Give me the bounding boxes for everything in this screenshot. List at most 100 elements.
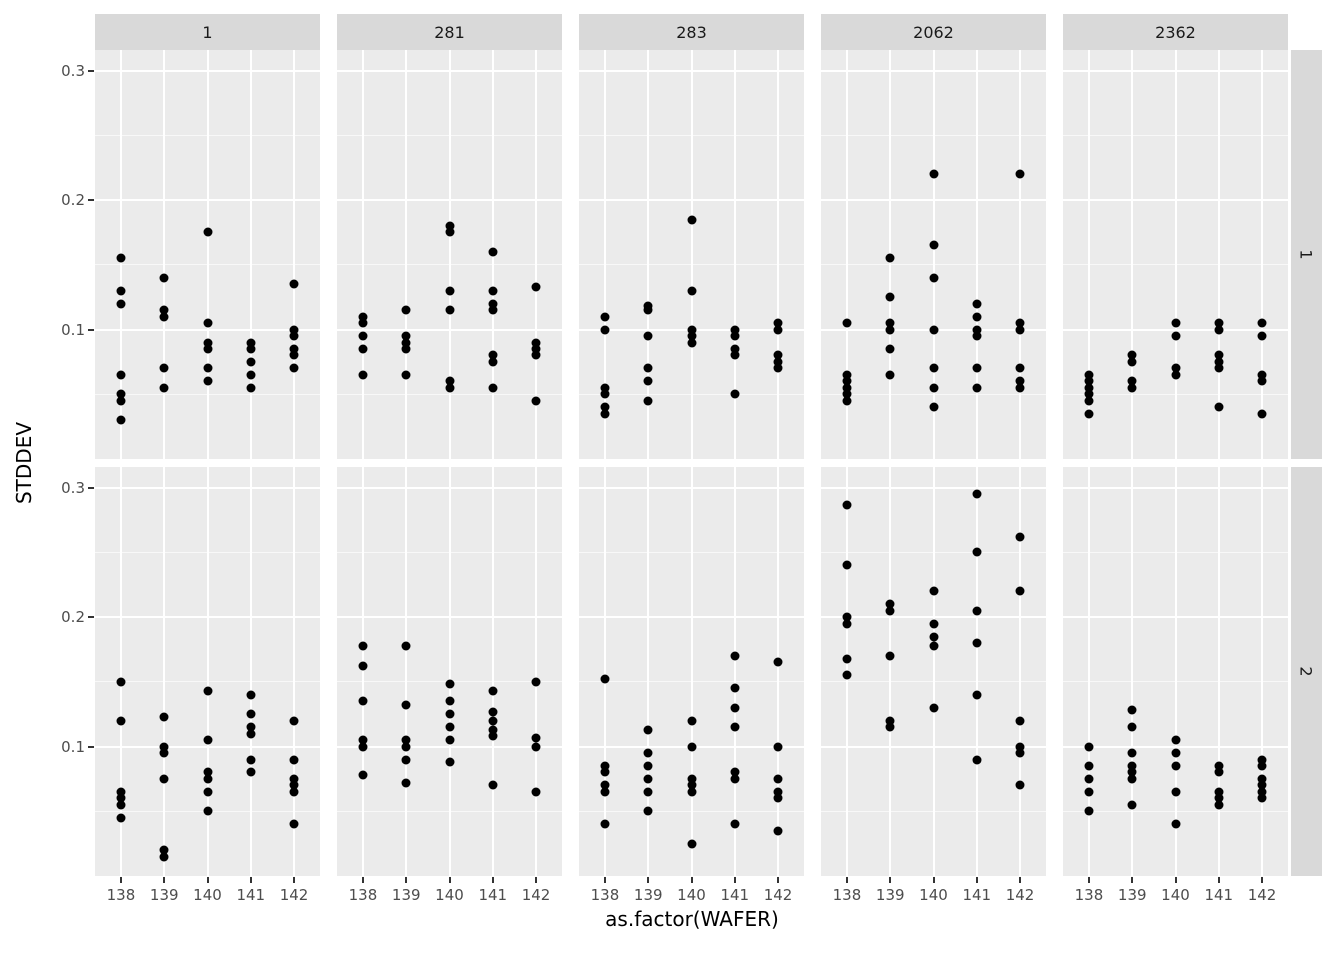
data-point [1015,586,1025,596]
data-point [159,273,169,283]
x-tick-mark [845,877,848,883]
gridline-major-x [1087,467,1090,876]
data-point [488,350,498,360]
data-point [972,299,982,309]
data-point [600,787,610,797]
data-point [358,312,368,322]
data-point [203,338,212,347]
data-point [445,722,454,732]
data-point [203,767,212,777]
x-tick-label: 141 [1204,886,1234,904]
data-point [116,677,126,687]
data-point [488,286,498,296]
data-point [289,819,299,829]
data-point [116,370,126,380]
data-point [116,415,126,425]
data-point [203,376,212,386]
gridline-major-x [163,50,166,459]
x-tick-mark [1261,877,1264,883]
gridline-major-x [975,50,978,459]
data-point [401,735,411,745]
data-point [246,344,256,354]
data-point [445,696,454,706]
data-point [600,409,610,419]
gridline-major-x [1217,50,1220,459]
data-point [1257,793,1267,803]
x-tick-label: 138 [832,886,862,904]
data-point [488,707,498,717]
data-point [929,402,938,412]
facet-column-strip: 2062 [821,14,1046,50]
data-point [929,383,938,393]
data-point [643,305,653,315]
facet-panel [1063,467,1288,876]
data-point [488,305,498,315]
data-point [1015,318,1025,328]
data-point [203,735,212,745]
data-point [246,690,256,700]
y-tick-label: 0.1 [61,737,85,756]
data-point [401,305,411,315]
gridline-major-x [975,467,978,876]
x-tick-mark [603,877,606,883]
data-point [842,370,852,380]
y-tick-label: 0.3 [61,478,85,497]
gridline-major-x [1174,50,1177,459]
data-point [531,396,541,406]
data-point [203,363,212,373]
gridline-major-x [405,467,408,876]
data-point [972,638,982,648]
data-point [773,742,783,752]
data-point [773,350,783,360]
y-tick-mark [88,745,94,748]
data-point [1171,318,1180,328]
data-point [159,305,169,315]
data-point [1015,325,1025,335]
data-point [1127,376,1137,386]
x-tick-label: 139 [1117,886,1147,904]
data-point [885,344,895,354]
gridline-major-x [249,50,252,459]
data-point [289,780,299,790]
data-point [600,389,610,399]
data-point [1127,767,1137,777]
data-point [445,286,454,296]
gridline-major-x [647,50,650,459]
data-point [730,325,740,335]
y-tick-label: 0.3 [61,61,85,80]
gridline-major-x [1217,467,1220,876]
gridline-major-x [777,467,780,876]
data-point [730,703,740,713]
data-point [929,619,938,629]
data-point [643,376,653,386]
data-point [1214,800,1224,810]
data-point [1084,742,1094,752]
data-point [488,247,498,257]
x-tick-label: 138 [348,886,378,904]
data-point [1257,774,1267,784]
data-point [1257,787,1267,797]
data-point [401,331,411,341]
data-point [773,357,783,367]
x-tick-label: 139 [391,886,421,904]
data-point [159,845,169,855]
data-point [842,396,852,406]
data-point [445,227,454,237]
data-point [842,560,852,570]
gridline-major-x [1131,467,1134,876]
data-point [885,292,895,302]
x-tick-mark [1131,877,1134,883]
gridline-major-x [1087,50,1090,459]
gridline-major-x [1019,50,1022,459]
y-tick-mark [88,199,94,202]
data-point [246,338,256,347]
data-point [643,774,653,784]
x-tick-mark [491,877,494,883]
data-point [687,215,696,225]
data-point [1084,409,1094,419]
data-point [1214,357,1224,367]
data-point [687,325,696,335]
x-axis-title: as.factor(WAFER) [605,907,779,931]
data-point [885,253,895,263]
